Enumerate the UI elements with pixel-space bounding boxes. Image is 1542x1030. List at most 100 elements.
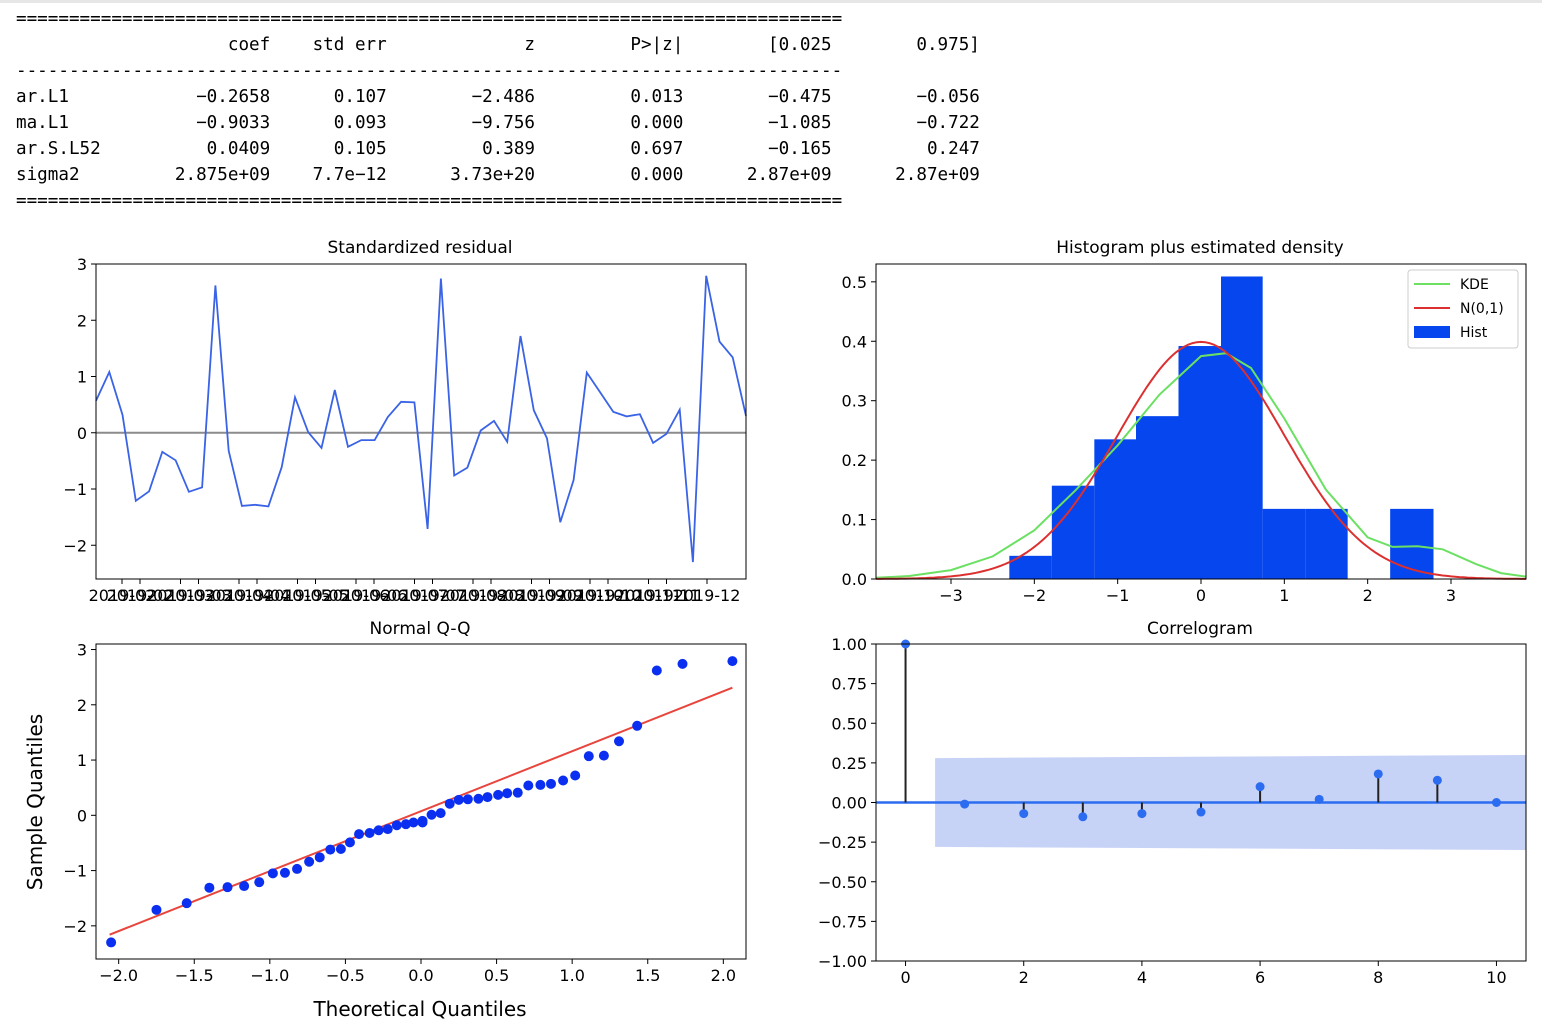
correlogram-ytick-label: 0.25: [831, 754, 867, 773]
qq-point: [279, 867, 290, 878]
histogram-bar: [1178, 346, 1221, 579]
qq-ylabel: Sample Quantiles: [23, 714, 47, 890]
qq-xlabel: Theoretical Quantiles: [312, 997, 526, 1021]
acf-marker: [1255, 782, 1265, 792]
correlogram-ytick-label: −0.75: [818, 912, 867, 931]
residual-xtick-label: 2019-09: [498, 586, 565, 605]
correlogram-ytick-label: 1.00: [831, 635, 867, 654]
qq-xtick-label: −0.5: [326, 966, 365, 985]
qq-ytick-label: 2: [77, 696, 87, 715]
acf-marker: [960, 799, 970, 809]
histogram-ytick-label: 0.5: [842, 273, 867, 292]
histogram-ytick-label: 0.2: [842, 451, 867, 470]
qq-point: [391, 820, 402, 831]
qq-xtick-label: 0.0: [408, 966, 433, 985]
qq-point: [535, 779, 546, 790]
qq-point: [570, 770, 581, 781]
qq-xtick-label: 0.5: [484, 966, 509, 985]
qq-xtick-label: −1.5: [175, 966, 214, 985]
residual-xtick-label-secondary: 2019-11: [633, 586, 700, 605]
qq-point: [512, 787, 523, 798]
qq-point: [204, 882, 215, 893]
qq-point: [267, 868, 278, 879]
qq-point: [598, 750, 609, 761]
residual-xtick-label: 2019-06: [323, 586, 390, 605]
correlogram-ytick-label: 0.00: [831, 794, 867, 813]
qq-point: [254, 877, 265, 888]
histogram-ytick-label: 0.0: [842, 570, 867, 589]
residual-series-line: [95, 275, 747, 563]
correlogram-xtick-label: 10: [1486, 968, 1506, 987]
residual-xtick-label: 2019-08: [440, 586, 507, 605]
qq-point: [558, 775, 569, 786]
residual-xtick-label: 2019-11: [615, 586, 682, 605]
residual-xtick-label-secondary: 2019-04: [224, 586, 291, 605]
qq-point: [462, 794, 473, 805]
qq-point: [335, 844, 346, 855]
correlogram-plot: Correlogram 1.00 0.75 0.50 0.25 0.00 −0.25 −0.…: [818, 619, 1527, 987]
qq-point: [677, 658, 688, 669]
histogram-bar: [1094, 439, 1136, 579]
correlogram-ytick-label: −0.25: [818, 833, 867, 852]
normal-density-line: [876, 340, 1526, 580]
acf-marker: [1373, 769, 1383, 779]
histogram-xtick-label: −1: [1106, 586, 1130, 605]
qq-point: [651, 665, 662, 676]
qq-point: [364, 828, 375, 838]
correlogram-xtick-label: 6: [1255, 968, 1265, 987]
qq-point: [502, 788, 513, 799]
acf-marker: [1196, 807, 1206, 817]
qq-xtick-label: 1.0: [559, 966, 584, 985]
qq-point: [482, 792, 493, 803]
qq-xtick-label: 1.5: [635, 966, 660, 985]
qq-point: [304, 856, 315, 867]
qq-point: [453, 794, 464, 805]
residual-xtick-label: 2019-02: [89, 586, 156, 605]
residual-xtick-label-secondary: 2019-02: [107, 586, 174, 605]
correlogram-xtick-label: 2: [1019, 968, 1029, 987]
residual-xtick-label-secondary: 2019-08: [458, 586, 525, 605]
residual-xtick-label: 2019-04: [206, 586, 273, 605]
histogram-ytick-label: 0.3: [842, 392, 867, 411]
histogram-bar: [1136, 416, 1179, 579]
histogram-bar: [1051, 485, 1095, 579]
standardized-residual-plot: Standardized residual −2−101232019-02201…: [63, 238, 747, 605]
residual-xtick-label: 2019-07: [381, 586, 448, 605]
qq-point: [473, 793, 484, 804]
correlogram-ytick-label: 0.75: [831, 675, 867, 694]
acf-marker: [1137, 809, 1147, 819]
histogram-bar: [1390, 508, 1434, 579]
qq-point: [727, 656, 738, 667]
residual-xtick-label-secondary: 2019-09: [516, 586, 583, 605]
acf-marker: [1491, 798, 1501, 807]
residual-xtick-label-secondary: 2019-05: [282, 586, 349, 605]
correlogram-title: Correlogram: [1147, 619, 1253, 639]
qq-xtick-label: −1.0: [250, 966, 289, 985]
qq-ytick-label: −2: [63, 917, 87, 936]
qq-point: [292, 863, 303, 874]
acf-marker: [1314, 794, 1324, 804]
residual-ytick-label: 0: [77, 424, 87, 443]
qq-point: [426, 809, 437, 820]
qq-point: [314, 852, 325, 863]
acf-marker: [1078, 812, 1088, 822]
histogram-bar: [1009, 555, 1052, 579]
residual-ytick-label: −2: [63, 536, 87, 555]
histogram-xtick-label: 1: [1279, 586, 1289, 605]
histogram-xtick-label: −3: [939, 586, 963, 605]
correlogram-xtick-label: 0: [900, 968, 910, 987]
qq-point: [523, 780, 534, 791]
qq-point: [151, 904, 162, 915]
legend-label: Hist: [1460, 325, 1488, 341]
qq-point: [344, 837, 355, 848]
correlogram-xtick-label: 4: [1137, 968, 1147, 987]
legend-label: N(0,1): [1460, 301, 1504, 317]
kde-line: [875, 352, 1527, 579]
correlogram-ytick-label: −1.00: [818, 952, 867, 971]
residual-xtick-label: 2019-03: [147, 586, 214, 605]
residual-axes-frame: [95, 263, 747, 580]
qq-point: [373, 825, 384, 836]
histogram-bar: [1305, 508, 1348, 579]
correlogram-ytick-label: 0.50: [831, 714, 867, 733]
